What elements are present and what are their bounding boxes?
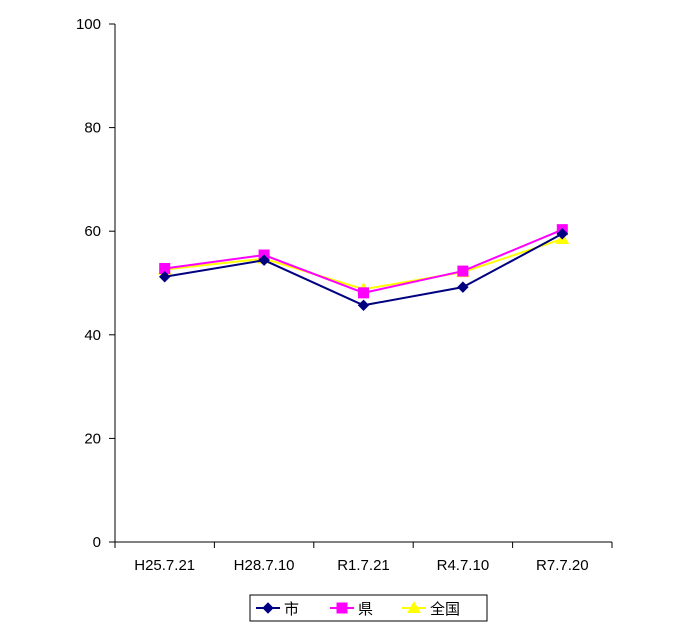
- legend-marker: [262, 602, 274, 614]
- legend-label: 市: [284, 600, 299, 618]
- series-0: [158, 228, 569, 311]
- y-tick-label: 0: [93, 534, 101, 551]
- data-point: [258, 254, 270, 266]
- legend-item: 県: [330, 600, 373, 618]
- series-line: [164, 238, 563, 291]
- legend-item: 市: [256, 600, 299, 618]
- legend-item: 全国: [402, 600, 460, 618]
- data-point: [556, 228, 569, 240]
- y-tick-label: 100: [76, 16, 101, 33]
- x-tick-label: H25.7.21: [134, 557, 195, 574]
- data-point: [457, 281, 469, 293]
- x-tick-label: R7.7.20: [536, 557, 589, 574]
- y-tick-label: 80: [84, 120, 101, 137]
- legend: 市 県 全国: [249, 594, 488, 622]
- y-tick-label: 60: [84, 223, 101, 240]
- y-tick-labels: 0 20 40 60 80 100: [76, 16, 101, 551]
- x-tick-label: H28.7.10: [234, 557, 295, 574]
- x-tick-label: R1.7.21: [337, 557, 390, 574]
- y-tick-label: 40: [84, 327, 101, 344]
- data-point: [457, 265, 469, 277]
- series-layer: [157, 224, 570, 311]
- data-point: [158, 271, 171, 283]
- y-tick-label: 20: [84, 430, 101, 447]
- axes: [109, 23, 613, 548]
- legend-marker: [407, 600, 421, 613]
- legend-box: [249, 594, 488, 622]
- legend-label: 全国: [430, 600, 460, 618]
- legend-marker: [336, 602, 348, 614]
- data-point: [357, 299, 370, 311]
- legend-label: 県: [358, 600, 373, 618]
- x-tick-label: R4.7.10: [437, 557, 490, 574]
- data-point: [358, 287, 369, 299]
- x-tick-labels: H25.7.21 H28.7.10 R1.7.21 R4.7.10 R7.7.20: [134, 557, 588, 574]
